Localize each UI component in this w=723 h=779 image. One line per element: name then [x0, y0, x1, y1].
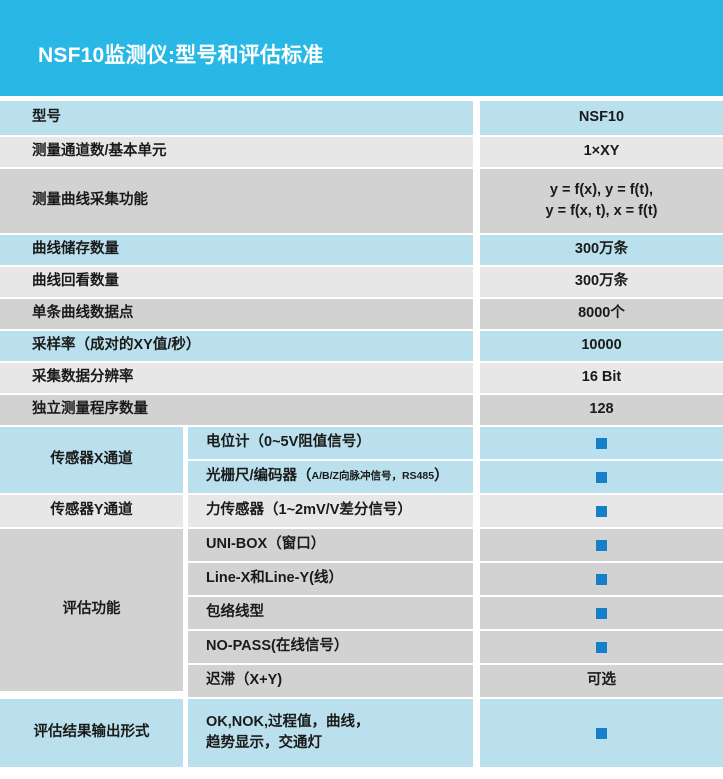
row-label: 独立测量程序数量: [0, 395, 473, 425]
value-line-1: y = f(x), y = f(t),: [549, 181, 654, 198]
table-row: 采集数据分辨率 16 Bit: [0, 363, 723, 393]
row-value: 8000个: [480, 299, 723, 329]
row-value: 1×XY: [480, 137, 723, 167]
group-subrows: UNI-BOX（窗口） Line-X和Line-Y(线） 包络线型: [183, 529, 723, 697]
subrow-value: [480, 427, 723, 459]
subrow-value: [480, 529, 723, 561]
group-subrows: 力传感器（1~2mV/V差分信号）: [183, 495, 723, 527]
subrow-value: [480, 461, 723, 493]
row-value: 128: [480, 395, 723, 425]
checkbox-marker-icon: [596, 505, 607, 517]
subrow-value: [480, 495, 723, 527]
row-label: 采集数据分辨率: [0, 363, 473, 393]
checkbox-marker-icon: [596, 573, 607, 585]
value-line-2: y = f(x, t), x = f(t): [545, 203, 658, 219]
subrow-label-prefix: 光栅尺/编码器（: [206, 468, 312, 485]
table-row: 型号 NSF10: [0, 101, 723, 135]
table-row: 测量曲线采集功能 y = f(x), y = f(t), y = f(x, t)…: [0, 169, 723, 233]
subrow-label: UNI-BOX（窗口）: [188, 529, 473, 561]
table-row-group-sensor-y: 传感器Y通道 力传感器（1~2mV/V差分信号）: [0, 495, 723, 527]
subrow-value: 可选: [480, 665, 723, 697]
row-label: 测量通道数/基本单元: [0, 137, 473, 167]
row-label: 单条曲线数据点: [0, 299, 473, 329]
table-row: 曲线储存数量 300万条: [0, 235, 723, 265]
subrow-label: 包络线型: [188, 597, 473, 629]
checkbox-marker-icon: [596, 607, 607, 619]
page-title: NSF10监测仪:型号和评估标准: [38, 44, 324, 67]
subrow-value: [480, 631, 723, 663]
group-label: 评估结果输出形式: [0, 699, 183, 767]
group-subrows: 电位计（0~5V阻值信号） 光栅尺/编码器（ A/B/Z向脉冲信号，RS485）: [183, 427, 723, 493]
group-label: 传感器X通道: [0, 427, 183, 493]
subrow-value: [480, 563, 723, 595]
table-row: 电位计（0~5V阻值信号）: [183, 427, 723, 459]
row-value: 10000: [480, 331, 723, 361]
row-label: 测量曲线采集功能: [0, 169, 473, 233]
table-row: 单条曲线数据点 8000个: [0, 299, 723, 329]
subrow-label-line-2: 趋势显示，交通灯: [206, 735, 322, 751]
row-value: 300万条: [480, 235, 723, 265]
group-label: 评估功能: [0, 529, 183, 691]
subrow-value: [480, 597, 723, 629]
table-row: 力传感器（1~2mV/V差分信号）: [183, 495, 723, 527]
checkbox-marker-icon: [596, 471, 607, 483]
table-row: Line-X和Line-Y(线）: [183, 563, 723, 595]
table-row: 采样率（成对的XY值/秒） 10000: [0, 331, 723, 361]
row-label: 采样率（成对的XY值/秒）: [0, 331, 473, 361]
table-row-group-sensor-x: 传感器X通道 电位计（0~5V阻值信号） 光栅尺/编码器（ A/B/Z向脉冲信号，…: [0, 427, 723, 493]
specification-table: 型号 NSF10 测量通道数/基本单元 1×XY 测量曲线采集功能 y = f(…: [0, 101, 723, 769]
subrow-label: OK,NOK,过程值，曲线， 趋势显示，交通灯: [188, 699, 473, 767]
table-row: 迟滞（X+Y) 可选: [183, 665, 723, 697]
page-header-banner: NSF10监测仪:型号和评估标准: [0, 0, 723, 96]
checkbox-marker-icon: [596, 727, 607, 739]
subrow-label-line-1: OK,NOK,过程值，曲线，: [206, 713, 370, 730]
subrow-label: NO-PASS(在线信号）: [188, 631, 473, 663]
table-row: 包络线型: [183, 597, 723, 629]
checkbox-marker-icon: [596, 641, 607, 653]
table-row: 测量通道数/基本单元 1×XY: [0, 137, 723, 167]
row-value: y = f(x), y = f(t), y = f(x, t), x = f(t…: [480, 169, 723, 233]
row-label: 曲线储存数量: [0, 235, 473, 265]
table-row: UNI-BOX（窗口）: [183, 529, 723, 561]
subrow-label: 电位计（0~5V阻值信号）: [188, 427, 473, 459]
checkbox-marker-icon: [596, 437, 607, 449]
row-value: 300万条: [480, 267, 723, 297]
row-label: 型号: [0, 101, 473, 135]
subrow-label: 力传感器（1~2mV/V差分信号）: [188, 495, 473, 527]
table-row: 光栅尺/编码器（ A/B/Z向脉冲信号，RS485）: [183, 461, 723, 493]
row-label: 曲线回看数量: [0, 267, 473, 297]
table-row: NO-PASS(在线信号）: [183, 631, 723, 663]
row-value: NSF10: [480, 101, 723, 135]
table-row-group-evaluation-functions: 评估功能 UNI-BOX（窗口） Line-X和Line-Y(线） 包络线型: [0, 529, 723, 697]
table-row: 独立测量程序数量 128: [0, 395, 723, 425]
subrow-label-detail: A/B/Z向脉冲信号，RS485: [311, 470, 435, 483]
subrow-label: 光栅尺/编码器（ A/B/Z向脉冲信号，RS485）: [188, 461, 473, 493]
table-row: 曲线回看数量 300万条: [0, 267, 723, 297]
subrow-label-suffix: ）: [434, 468, 449, 485]
subrow-value: [480, 699, 723, 767]
group-label: 传感器Y通道: [0, 495, 183, 527]
subrow-label: 迟滞（X+Y): [188, 665, 473, 697]
table-row: OK,NOK,过程值，曲线， 趋势显示，交通灯: [183, 699, 723, 767]
table-row-group-output-format: 评估结果输出形式 OK,NOK,过程值，曲线， 趋势显示，交通灯: [0, 699, 723, 767]
subrow-label: Line-X和Line-Y(线）: [188, 563, 473, 595]
checkbox-marker-icon: [596, 539, 607, 551]
group-subrows: OK,NOK,过程值，曲线， 趋势显示，交通灯: [183, 699, 723, 767]
row-value: 16 Bit: [480, 363, 723, 393]
